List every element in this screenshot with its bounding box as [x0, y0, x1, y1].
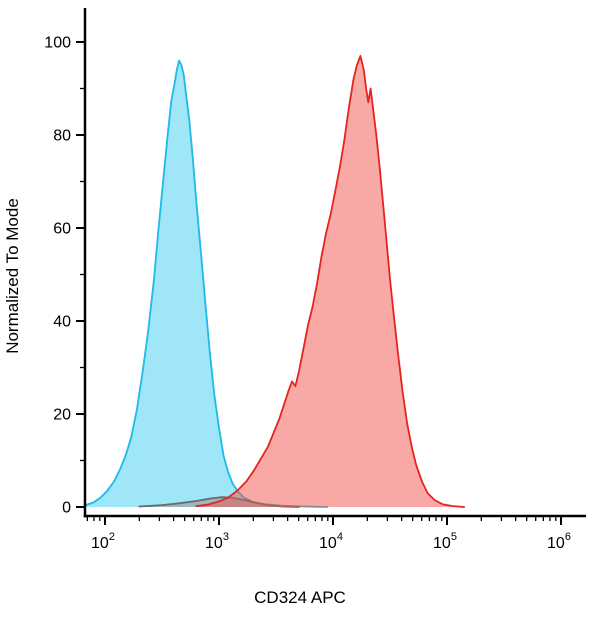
y-tick-label: 80 — [53, 128, 71, 145]
y-tick-label: 40 — [53, 314, 71, 331]
red-histogram-outline — [195, 55, 465, 508]
x-tick-label: 104 — [319, 531, 343, 552]
y-tick-label: 60 — [53, 221, 71, 238]
red-histogram-fill — [196, 55, 465, 508]
y-axis-title: Normalized To Mode — [3, 198, 22, 354]
x-tick-label: 102 — [91, 531, 115, 552]
x-axis-title: CD324 APC — [254, 588, 346, 607]
cyan-histogram-outline — [84, 59, 329, 508]
cyan-histogram-fill — [85, 60, 328, 507]
y-tick-label: 100 — [44, 35, 71, 52]
x-tick-label: 106 — [547, 531, 571, 552]
x-tick-label: 103 — [205, 531, 229, 552]
y-tick-label: 20 — [53, 407, 71, 424]
y-tick-label: 0 — [62, 500, 71, 517]
x-tick-label: 105 — [433, 531, 457, 552]
